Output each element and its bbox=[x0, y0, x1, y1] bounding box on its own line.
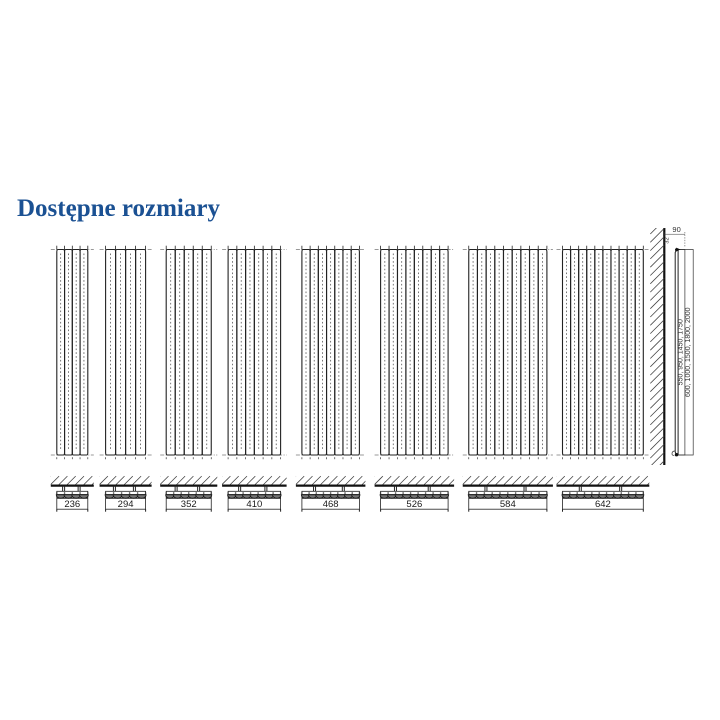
svg-text:600, 1000, 1500, 1800, 2000: 600, 1000, 1500, 1800, 2000 bbox=[685, 307, 692, 397]
svg-text:584: 584 bbox=[500, 499, 516, 510]
svg-text:468: 468 bbox=[323, 499, 339, 510]
svg-text:236: 236 bbox=[64, 499, 80, 510]
svg-text:352: 352 bbox=[181, 499, 197, 510]
svg-text:294: 294 bbox=[118, 499, 134, 510]
svg-text:410: 410 bbox=[246, 499, 262, 510]
svg-text:550, 950, 1450, 1750: 550, 950, 1450, 1750 bbox=[678, 319, 685, 385]
svg-text:526: 526 bbox=[406, 499, 422, 510]
svg-text:32: 32 bbox=[665, 237, 671, 243]
svg-text:90: 90 bbox=[672, 225, 680, 234]
svg-text:642: 642 bbox=[595, 499, 611, 510]
